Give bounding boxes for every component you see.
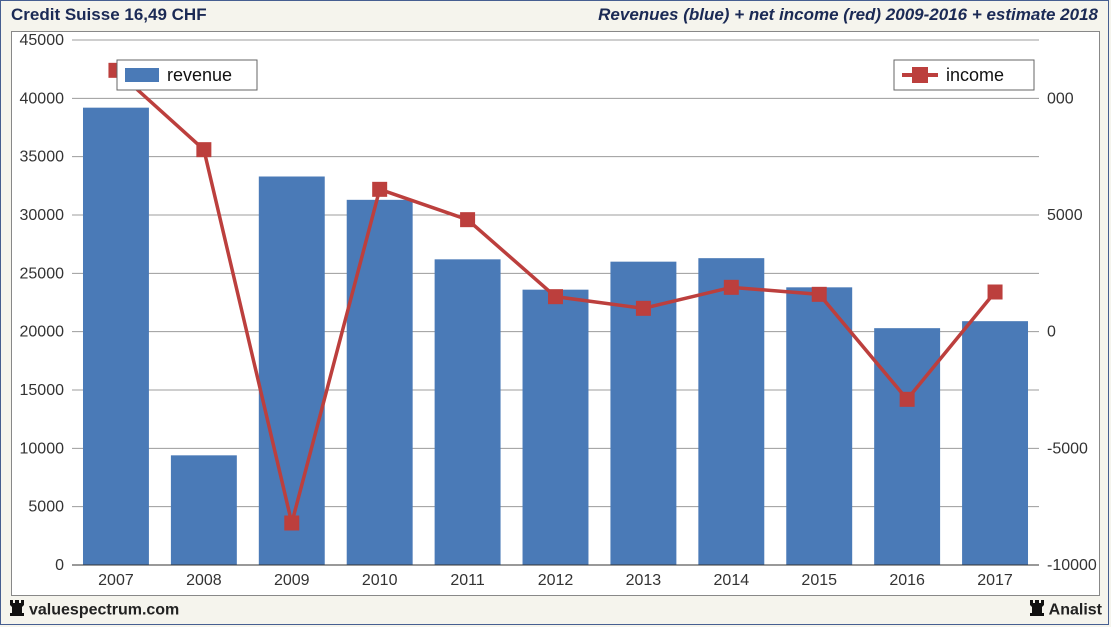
chart-svg: 0 5000 10000 15000 20000 25000 30000 35000 40000… bbox=[12, 32, 1099, 595]
income-marker bbox=[988, 285, 1002, 299]
bar bbox=[874, 328, 940, 565]
bar bbox=[171, 455, 237, 565]
y-left-tick: 40000 bbox=[20, 90, 65, 107]
income-marker bbox=[197, 143, 211, 157]
income-marker bbox=[636, 301, 650, 315]
footer-left: valuespectrum.com bbox=[7, 598, 179, 623]
x-tick: 2008 bbox=[186, 572, 222, 589]
bar bbox=[962, 321, 1028, 565]
y-left-tick: 10000 bbox=[20, 440, 65, 457]
chart-frame: Credit Suisse 16,49 CHF Revenues (blue) … bbox=[0, 0, 1109, 625]
x-tick: 2016 bbox=[889, 572, 925, 589]
bar bbox=[698, 258, 764, 565]
title-left: Credit Suisse 16,49 CHF bbox=[11, 5, 207, 25]
plot-area: 0 5000 10000 15000 20000 25000 30000 35000 40000… bbox=[11, 31, 1100, 596]
x-tick: 2013 bbox=[626, 572, 662, 589]
y-left-tick: 0 bbox=[55, 557, 64, 574]
y-right-tick: 000 bbox=[1047, 90, 1074, 107]
x-tick: 2017 bbox=[977, 572, 1013, 589]
header: Credit Suisse 16,49 CHF Revenues (blue) … bbox=[1, 1, 1108, 29]
rook-icon bbox=[7, 598, 27, 623]
income-marker bbox=[373, 182, 387, 196]
income-marker bbox=[812, 287, 826, 301]
y-left-tick: 30000 bbox=[20, 207, 65, 224]
footer-right: Analist bbox=[1027, 598, 1102, 623]
y-left-tick: 35000 bbox=[20, 149, 65, 166]
bar bbox=[83, 108, 149, 565]
footer-right-text: Analist bbox=[1049, 601, 1102, 618]
bar bbox=[435, 259, 501, 565]
x-tick: 2009 bbox=[274, 572, 310, 589]
y-right-tick: 5000 bbox=[1047, 207, 1083, 224]
bar bbox=[347, 200, 413, 565]
legend-income-label: income bbox=[946, 65, 1004, 85]
x-tick: 2011 bbox=[450, 572, 485, 589]
x-tick: 2014 bbox=[714, 572, 750, 589]
bar bbox=[786, 287, 852, 565]
y-right-tick: 0 bbox=[1047, 324, 1056, 341]
y-left-tick: 25000 bbox=[20, 265, 65, 282]
income-marker bbox=[285, 516, 299, 530]
y-left-tick: 45000 bbox=[20, 32, 65, 49]
x-tick: 2015 bbox=[801, 572, 837, 589]
x-tick: 2007 bbox=[98, 572, 134, 589]
rook-icon bbox=[1027, 598, 1047, 623]
y-left-tick: 15000 bbox=[20, 382, 65, 399]
x-tick: 2010 bbox=[362, 572, 398, 589]
y-left-tick: 20000 bbox=[20, 324, 65, 341]
income-marker bbox=[724, 280, 738, 294]
y-right-tick: -5000 bbox=[1047, 440, 1088, 457]
income-marker bbox=[900, 392, 914, 406]
income-marker bbox=[461, 213, 475, 227]
footer-left-text: valuespectrum.com bbox=[29, 601, 179, 618]
y-right-tick: -10000 bbox=[1047, 557, 1097, 574]
legend-revenue-label: revenue bbox=[167, 65, 232, 85]
x-tick: 2012 bbox=[538, 572, 574, 589]
income-marker bbox=[549, 290, 563, 304]
footer: valuespectrum.com Analist bbox=[1, 596, 1108, 624]
bar bbox=[523, 290, 589, 565]
y-left-tick: 5000 bbox=[28, 499, 64, 516]
bar bbox=[259, 177, 325, 566]
title-right: Revenues (blue) + net income (red) 2009-… bbox=[598, 5, 1098, 25]
